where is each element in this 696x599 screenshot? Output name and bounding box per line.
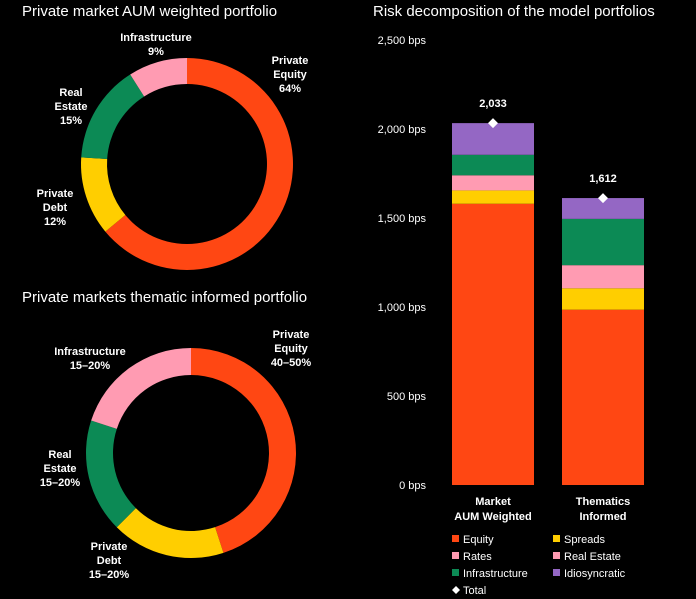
- bar-segment-equity: [452, 203, 534, 485]
- donut-slice-private-equity: [105, 58, 293, 270]
- bar-segment-rates: [562, 265, 644, 289]
- label-private-equity: Private Equity 40–50%: [271, 329, 312, 369]
- label-real-estate: Real Estate 15%: [54, 87, 87, 127]
- label-private-debt: Private Debt 12%: [37, 188, 74, 228]
- bar-segment-idiosyncratic: [562, 198, 644, 219]
- risk-decomposition-chart: Risk decomposition of the model portfoli…: [373, 3, 655, 597]
- y-tick-label: 500 bps: [387, 391, 427, 403]
- donut-slice-private-equity: [191, 347, 297, 553]
- y-tick-label: 1,000 bps: [378, 302, 427, 314]
- label-private-equity: Private Equity 64%: [272, 55, 309, 95]
- legend-label-total: Total: [463, 585, 486, 597]
- thematic-informed-donut: Private markets thematic informed portfo…: [22, 289, 311, 581]
- label-real-estate: Real Estate 15–20%: [40, 449, 81, 489]
- total-label: 2,033: [479, 98, 507, 110]
- total-label: 1,612: [589, 173, 617, 185]
- label-private-debt: Private Debt 15–20%: [89, 541, 130, 581]
- y-tick-label: 0 bps: [399, 480, 426, 492]
- y-tick-label: 2,000 bps: [378, 124, 427, 136]
- category-label-aum: Market AUM Weighted: [454, 496, 531, 523]
- label-infrastructure: Infrastructure 15–20%: [54, 346, 126, 372]
- legend-swatch-rates: [452, 552, 459, 559]
- bar-segment-spreads: [452, 190, 534, 204]
- y-tick-label: 2,500 bps: [378, 35, 427, 47]
- legend-label-equity: Equity: [463, 534, 494, 546]
- thematic-donut-title: Private markets thematic informed portfo…: [22, 289, 307, 306]
- legend-label-idiosyncratic: Idiosyncratic: [564, 568, 626, 580]
- legend-swatch-idiosyncratic: [553, 569, 560, 576]
- donut-slice-infrastructure: [130, 58, 187, 97]
- legend-swatch-spreads: [553, 535, 560, 542]
- bar-segment-idiosyncratic: [452, 123, 534, 155]
- legend-label-infrastructure: Infrastructure: [463, 568, 528, 580]
- donut-slice-private-debt: [81, 157, 126, 232]
- bar-segment-infrastructure: [562, 218, 644, 266]
- label-infrastructure: Infrastructure 9%: [120, 32, 192, 58]
- legend-swatch-infrastructure: [452, 569, 459, 576]
- donut-slice-real-estate: [81, 74, 145, 159]
- legend-marker-total: [452, 586, 460, 594]
- y-tick-label: 1,500 bps: [378, 213, 427, 225]
- donut-slice-private-debt: [116, 508, 224, 558]
- donut-slice-infrastructure: [91, 348, 191, 429]
- legend-swatch-equity: [452, 535, 459, 542]
- bar-segment-infrastructure: [452, 154, 534, 176]
- donut-slice-real-estate: [86, 420, 136, 528]
- legend-label-rates: Rates: [463, 551, 492, 563]
- aum-weighted-donut: Private market AUM weighted portfolio Pr…: [22, 3, 308, 270]
- bar-segment-equity: [562, 309, 644, 485]
- category-label-thematics: Thematics Informed: [576, 496, 630, 523]
- legend-label-spreads: Spreads: [564, 534, 605, 546]
- legend-swatch-real-estate: [553, 552, 560, 559]
- legend-label-real-estate: Real Estate: [564, 551, 621, 563]
- bar-segment-spreads: [562, 288, 644, 310]
- risk-chart-title: Risk decomposition of the model portfoli…: [373, 3, 655, 20]
- total-marker: [598, 193, 608, 204]
- bar-segment-rates: [452, 175, 534, 191]
- aum-donut-title: Private market AUM weighted portfolio: [22, 3, 277, 20]
- total-marker: [488, 118, 498, 129]
